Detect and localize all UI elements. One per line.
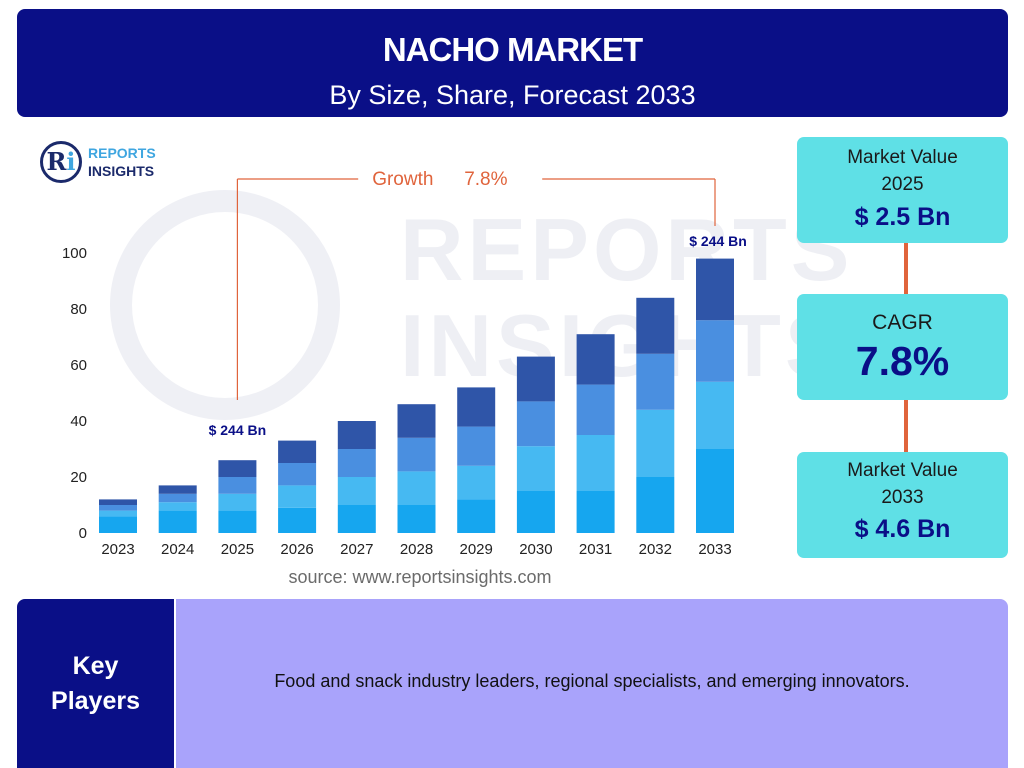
- bar-segment: [516, 491, 555, 533]
- x-tick-label: 2027: [340, 541, 373, 558]
- bar-segment: [158, 510, 197, 533]
- key-players-heading: Key Players: [17, 599, 174, 768]
- bar-segment: [576, 334, 615, 385]
- start-value-label: $ 244 Bn: [209, 422, 267, 438]
- bar-segment: [337, 477, 376, 505]
- watermark-text: REPORTS INSIGHTS: [400, 200, 854, 395]
- bar-segment: [457, 426, 496, 466]
- bar-segment: [278, 485, 317, 508]
- y-tick-label: 0: [79, 525, 87, 542]
- bar-segment: [516, 446, 555, 491]
- stacked-bar-chart: 0 20 40 60 80 100 2023 2024 2025 2026 2027 2028 2029…: [62, 169, 747, 558]
- x-tick-label: 2033: [698, 541, 731, 558]
- page-subtitle: By Size, Share, Forecast 2033: [329, 80, 696, 110]
- kpi-year: 2025: [881, 174, 924, 195]
- end-value-label: $ 244 Bn: [689, 233, 747, 249]
- bar-segment: [516, 356, 555, 402]
- bar-segment: [218, 477, 257, 494]
- bar-segment: [397, 505, 436, 533]
- bar-segment: [278, 463, 317, 486]
- x-tick-label: 2031: [579, 541, 612, 558]
- bar-segment: [696, 449, 734, 533]
- bar-segment: [99, 505, 137, 511]
- kpi-cagr: CAGR 7.8%: [797, 294, 1008, 400]
- kpi-label: Market Value: [847, 460, 958, 481]
- key-players-text: Food and snack industry leaders, regiona…: [274, 671, 910, 691]
- kpi-value: 7.8%: [855, 338, 950, 384]
- x-tick-label: 2030: [519, 541, 552, 558]
- bar-segment: [218, 460, 257, 477]
- growth-label: Growth: [372, 169, 433, 190]
- bar-segment: [397, 404, 436, 438]
- page-title: NACHO MARKET: [382, 31, 643, 68]
- source-note: source: www.reportsinsights.com: [288, 567, 552, 587]
- bar-segment: [99, 510, 137, 517]
- kpi-connector: [904, 400, 908, 452]
- bar-segment: [218, 510, 257, 533]
- kpi-value: $ 4.6 Bn: [854, 515, 951, 543]
- reports-insights-logo: Ri REPORTS INSIGHTS: [40, 141, 180, 185]
- y-tick-label: 60: [70, 357, 87, 374]
- bar-segment: [337, 421, 376, 449]
- bar-segment: [397, 437, 436, 472]
- bar-segment: [457, 387, 496, 427]
- header-banner: NACHO MARKET By Size, Share, Forecast 20…: [17, 9, 1008, 117]
- bar-segment: [218, 493, 257, 511]
- x-tick-label: 2028: [400, 541, 433, 558]
- bar-segment: [696, 320, 734, 382]
- logo-icon: Ri: [40, 141, 82, 183]
- bar-segment: [636, 409, 675, 477]
- key-players-title: Key: [72, 652, 119, 680]
- bar-segment: [278, 507, 317, 533]
- bar-segment: [337, 449, 376, 477]
- key-players-panel: Food and snack industry leaders, regiona…: [176, 599, 1008, 768]
- kpi-label: CAGR: [872, 311, 933, 334]
- bar-segment: [158, 485, 197, 494]
- bar-segment: [576, 384, 615, 435]
- x-tick-label: 2024: [161, 541, 194, 558]
- y-tick-label: 20: [70, 469, 87, 486]
- bar-segment: [696, 258, 734, 321]
- kpi-market-value-2025: Market Value 2025 $ 2.5 Bn: [797, 137, 1008, 243]
- bar-segment: [576, 435, 615, 491]
- x-tick-label: 2026: [280, 541, 313, 558]
- x-tick-label: 2032: [639, 541, 672, 558]
- growth-value: 7.8%: [464, 169, 507, 190]
- x-tick-label: 2023: [101, 541, 134, 558]
- bar-segment: [158, 493, 197, 503]
- kpi-market-value-2033: Market Value 2033 $ 4.6 Bn: [797, 452, 1008, 558]
- bar-segment: [457, 499, 496, 533]
- y-tick-label: 40: [70, 413, 87, 430]
- y-tick-label: 100: [62, 245, 87, 262]
- bar-segment: [278, 440, 317, 463]
- bar-segment: [636, 297, 675, 354]
- x-tick-label: 2029: [460, 541, 493, 558]
- bar-segment: [636, 353, 675, 410]
- kpi-year: 2033: [881, 487, 924, 508]
- bar-segment: [457, 465, 496, 500]
- key-players-title: Players: [51, 687, 140, 715]
- watermark: REPORTS INSIGHTS: [110, 190, 870, 420]
- kpi-connector: [904, 243, 908, 294]
- kpi-label: Market Value: [847, 147, 958, 168]
- kpi-value: $ 2.5 Bn: [854, 203, 951, 231]
- y-tick-label: 80: [70, 301, 87, 318]
- bar-segment: [99, 516, 137, 533]
- logo-text: REPORTS INSIGHTS: [88, 145, 156, 179]
- bar-segment: [99, 499, 137, 505]
- bar-segment: [516, 401, 555, 447]
- bar-segment: [397, 471, 436, 505]
- bar-segment: [158, 502, 197, 511]
- bar-segment: [337, 505, 376, 533]
- bar-segment: [576, 491, 615, 533]
- bar-segment: [696, 381, 734, 449]
- bar-segment: [636, 477, 675, 533]
- x-tick-label: 2025: [221, 541, 254, 558]
